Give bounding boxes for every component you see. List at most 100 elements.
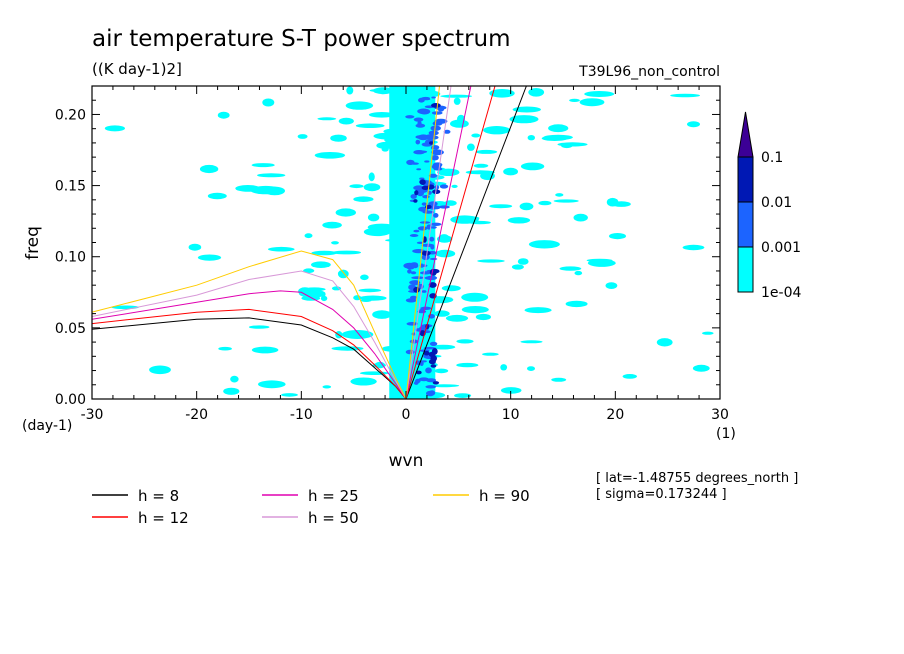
- contour-blob: [262, 98, 275, 107]
- contour-blob: [363, 227, 391, 237]
- contour-blob: [428, 130, 439, 136]
- contour-blob: [426, 390, 435, 397]
- contour-blob: [320, 295, 328, 302]
- contour-blob: [433, 167, 443, 171]
- contour-blob: [331, 241, 339, 245]
- contour-blob: [341, 330, 374, 339]
- contour-blob: [420, 360, 427, 363]
- colorbar: 1e-04 0.001 0.01 0.1: [737, 111, 801, 301]
- contour-blob: [415, 123, 426, 128]
- contour-blob: [363, 183, 381, 192]
- contour-blob: [500, 387, 522, 394]
- contour-blob: [417, 108, 430, 115]
- contour-blob: [149, 365, 171, 375]
- contour-blob: [409, 234, 419, 237]
- legend-label: h = 25: [308, 487, 359, 505]
- contour-blob: [346, 86, 354, 95]
- contour-blob: [656, 338, 673, 347]
- y-tick-label: 0.05: [55, 321, 86, 337]
- contour-blob: [419, 179, 426, 185]
- contour-blob: [405, 298, 417, 303]
- contour-blob: [417, 226, 428, 231]
- contour-blob: [418, 377, 430, 382]
- contour-blob: [553, 199, 579, 203]
- contour-blob: [429, 257, 438, 261]
- contour-blob: [281, 393, 298, 397]
- contour-blob: [687, 121, 700, 128]
- colorbar-level-label: 0.001: [761, 240, 801, 256]
- contour-blob: [367, 213, 380, 222]
- contour-blob: [413, 199, 418, 203]
- contour-blob: [431, 155, 439, 161]
- contour-blob: [428, 282, 437, 288]
- contour-blob: [424, 160, 430, 163]
- contour-blob: [428, 173, 438, 178]
- contour-blob: [421, 202, 427, 206]
- contour-blob: [622, 374, 637, 379]
- contour-blob: [456, 339, 474, 344]
- contour-blob: [433, 213, 439, 218]
- contour-blob: [443, 129, 451, 134]
- dispersion-curve-east: [405, 86, 527, 399]
- sigma-info: [ sigma=0.173244 ]: [596, 487, 727, 502]
- contour-blob: [435, 249, 456, 258]
- contour-blob: [413, 117, 424, 122]
- legend-label: h = 50: [308, 509, 359, 527]
- x-axis-label: wvn: [389, 451, 424, 471]
- latitude-info: [ lat=-1.48755 degrees_north ]: [596, 471, 798, 486]
- contour-blob: [406, 264, 415, 270]
- contour-blob: [257, 173, 286, 178]
- contour-blob: [301, 295, 321, 301]
- contour-blob: [548, 124, 569, 133]
- axis-ticks: -30 -20 -10 0 10 20 30 0.00 0.05 0.10 0.15 0.20: [55, 86, 729, 423]
- x-tick-label: -10: [290, 407, 313, 423]
- dispersion-curve-west: [92, 270, 407, 399]
- contour-blob: [218, 346, 232, 351]
- contour-blob: [331, 286, 342, 291]
- contour-blob: [512, 106, 541, 113]
- contour-blob: [414, 190, 419, 196]
- contour-blob: [303, 268, 315, 274]
- contour-blob: [430, 244, 435, 250]
- legend: h = 8 h = 12 h = 25 h = 50 h = 90: [92, 487, 530, 527]
- contour-blob: [188, 243, 202, 251]
- contour-blob: [268, 246, 295, 252]
- contour-blob: [436, 235, 453, 243]
- contour-blob: [199, 164, 219, 174]
- contour-blob: [406, 159, 415, 165]
- contour-blob: [569, 98, 580, 102]
- y-tick-label: 0.20: [55, 107, 86, 123]
- x-tick-label: -30: [81, 407, 104, 423]
- contour-blob: [605, 282, 618, 289]
- contour-blob: [431, 103, 441, 108]
- contour-blob: [317, 117, 337, 121]
- contour-blob: [416, 190, 424, 197]
- contour-blob: [457, 114, 465, 124]
- contour-blob: [471, 133, 481, 138]
- contour-blob: [417, 150, 428, 154]
- contour-blob: [543, 134, 573, 140]
- contour-blob: [702, 331, 714, 335]
- contour-blob: [475, 313, 491, 321]
- contour-blob: [297, 134, 308, 139]
- x-axis-unit: (1): [716, 426, 736, 442]
- contour-blob: [428, 359, 436, 365]
- contour-blob: [421, 250, 431, 256]
- contour-blob: [438, 205, 450, 209]
- contour-blob: [416, 241, 424, 244]
- contour-blob: [606, 197, 619, 207]
- contour-blob: [483, 126, 511, 135]
- dispersion-curve-east: [405, 86, 452, 399]
- contour-blob: [527, 366, 535, 371]
- contour-blob: [456, 362, 479, 368]
- dispersion-curve-east: [405, 86, 496, 399]
- contour-blob: [431, 344, 456, 350]
- contour-blob: [428, 201, 438, 207]
- contour-blob: [430, 226, 437, 229]
- contour-blob: [431, 96, 436, 99]
- contour-blob: [406, 322, 418, 326]
- contour-blob: [372, 310, 392, 319]
- contour-blob: [217, 111, 230, 119]
- contour-blob: [374, 361, 386, 369]
- contour-blob: [538, 200, 552, 206]
